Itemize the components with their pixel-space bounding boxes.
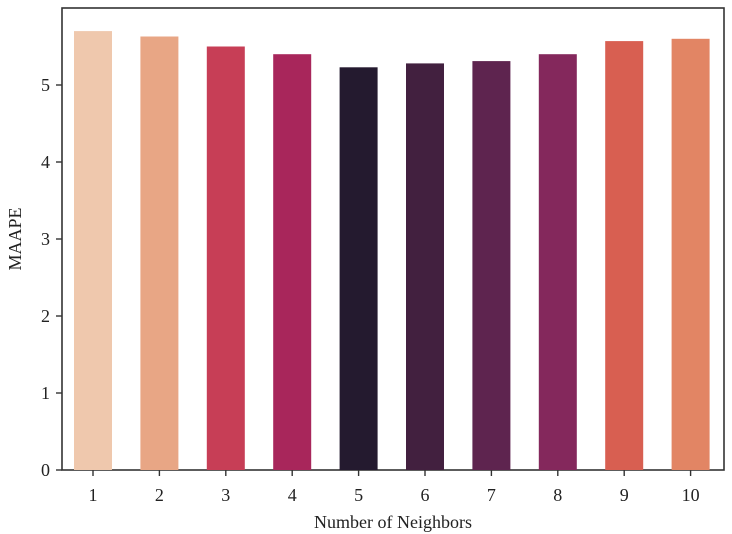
y-tick-label: 3 [41,229,50,249]
x-tick-label: 6 [421,485,430,505]
bar-3 [206,46,245,470]
bars-group [74,31,710,471]
x-axis-ticks: 1 2 3 4 5 6 7 8 9 10 [89,470,700,505]
bar-9 [605,41,644,470]
x-tick-label: 2 [155,485,164,505]
y-tick-label: 5 [41,75,50,95]
bar-5 [339,67,378,471]
x-tick-label: 8 [553,485,562,505]
y-tick-label: 2 [41,306,50,326]
x-tick-label: 5 [354,485,363,505]
x-tick-label: 3 [221,485,230,505]
x-axis-label: Number of Neighbors [314,512,472,532]
y-tick-label: 1 [41,383,50,403]
x-tick-label: 9 [620,485,629,505]
bar-10 [671,38,710,471]
y-tick-label: 4 [41,152,50,172]
x-tick-label: 1 [89,485,98,505]
y-tick-label: 0 [41,460,50,480]
bar-8 [538,54,577,470]
x-tick-label: 10 [682,485,700,505]
y-axis-ticks: 0 1 2 3 4 5 [41,75,62,480]
bar-6 [406,63,444,471]
bar-1 [74,31,112,470]
bar-2 [140,36,179,470]
bar-4 [273,54,312,470]
x-tick-label: 7 [487,485,496,505]
x-tick-label: 4 [288,485,297,505]
y-axis-label: MAAPE [5,207,25,270]
bar-7 [472,61,511,470]
